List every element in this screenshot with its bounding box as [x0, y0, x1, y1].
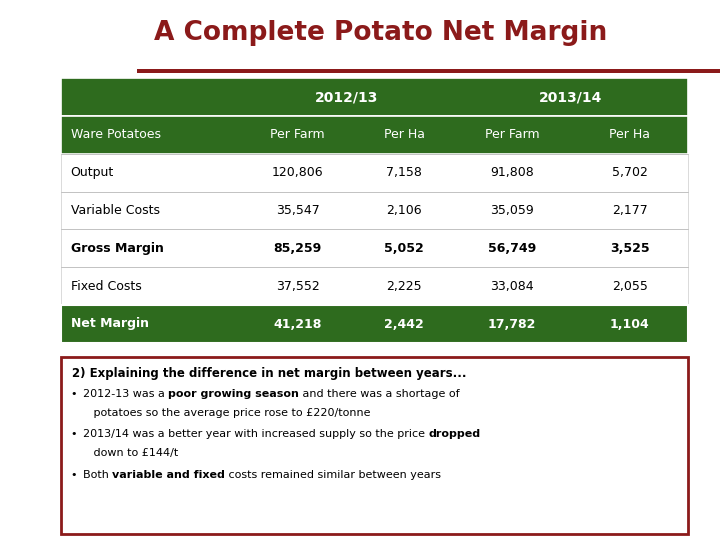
Text: RBR: RBR [14, 21, 87, 51]
Text: Ware Potatoes: Ware Potatoes [71, 129, 161, 141]
Text: Per Farm: Per Farm [270, 129, 325, 141]
Text: 1,104: 1,104 [610, 318, 649, 330]
Text: 2013/14 was a better year with increased supply so the price: 2013/14 was a better year with increased… [83, 429, 428, 440]
Text: 35,547: 35,547 [276, 204, 320, 217]
Text: •: • [71, 389, 77, 399]
Text: costs remained similar between years: costs remained similar between years [225, 470, 441, 480]
Text: Output: Output [71, 166, 114, 179]
Text: 5,052: 5,052 [384, 242, 424, 255]
Text: Both: Both [83, 470, 112, 480]
Text: 91,808: 91,808 [490, 166, 534, 179]
Text: A Complete Potato Net Margin: A Complete Potato Net Margin [154, 20, 608, 46]
Text: Variable Costs: Variable Costs [71, 204, 160, 217]
Text: 2,106: 2,106 [387, 204, 422, 217]
Text: 2012-13 was a: 2012-13 was a [83, 389, 168, 399]
Text: •: • [71, 470, 77, 480]
Text: 2013/14: 2013/14 [539, 90, 602, 104]
Text: variable and fixed: variable and fixed [112, 470, 225, 480]
Text: Per Ha: Per Ha [384, 129, 425, 141]
Text: 2,055: 2,055 [612, 280, 647, 293]
Text: 41,218: 41,218 [274, 318, 322, 330]
Text: 35,059: 35,059 [490, 204, 534, 217]
Text: Net Margin: Net Margin [71, 318, 148, 330]
Bar [137, 69, 720, 73]
Text: •: • [71, 429, 77, 440]
Text: 37,552: 37,552 [276, 280, 320, 293]
Text: poor growing season: poor growing season [168, 389, 299, 399]
Text: Per Farm: Per Farm [485, 129, 539, 141]
Text: Rural Business Research: Rural Business Research [14, 52, 102, 58]
Text: down to £144/t: down to £144/t [83, 448, 178, 458]
Text: 2) Explaining the difference in net margin between years...: 2) Explaining the difference in net marg… [72, 367, 467, 380]
Text: and there was a shortage of: and there was a shortage of [299, 389, 459, 399]
Text: 56,749: 56,749 [488, 242, 536, 255]
Text: Per Ha: Per Ha [609, 129, 650, 141]
Text: 2012/13: 2012/13 [315, 90, 378, 104]
Text: 2,442: 2,442 [384, 318, 424, 330]
Text: 33,084: 33,084 [490, 280, 534, 293]
Text: 17,782: 17,782 [488, 318, 536, 330]
Text: dropped: dropped [428, 429, 480, 440]
Text: 85,259: 85,259 [274, 242, 322, 255]
Text: potatoes so the average price rose to £220/tonne: potatoes so the average price rose to £2… [83, 408, 370, 418]
Text: Gross Margin: Gross Margin [71, 242, 163, 255]
Text: 2,225: 2,225 [387, 280, 422, 293]
Text: 2,177: 2,177 [612, 204, 647, 217]
Text: 7,158: 7,158 [386, 166, 422, 179]
Text: 3,525: 3,525 [610, 242, 649, 255]
Text: 120,806: 120,806 [272, 166, 323, 179]
Text: 5,702: 5,702 [612, 166, 647, 179]
Text: Fixed Costs: Fixed Costs [71, 280, 141, 293]
